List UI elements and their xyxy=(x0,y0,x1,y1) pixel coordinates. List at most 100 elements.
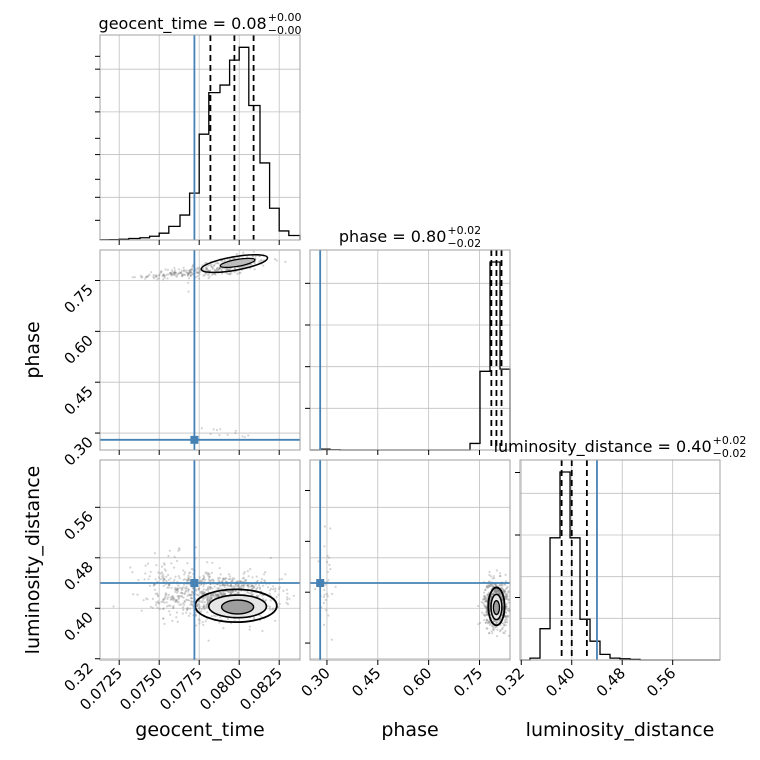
scatter-point xyxy=(172,605,175,608)
panel-frame xyxy=(519,459,721,661)
scatter-point xyxy=(490,593,494,596)
scatter-point xyxy=(495,625,498,629)
scatter-point xyxy=(204,267,207,270)
scatter-point xyxy=(256,579,259,583)
scatter-point xyxy=(255,594,258,597)
scatter-point xyxy=(261,584,265,587)
scatter-point xyxy=(222,593,225,596)
scatter-point xyxy=(197,588,200,591)
scatter-point xyxy=(189,607,192,610)
scatter-point xyxy=(144,572,147,575)
scatter-point xyxy=(203,274,206,277)
scatter-point xyxy=(202,592,205,595)
scatter-point xyxy=(206,602,209,605)
scatter-point xyxy=(202,585,205,588)
scatter-point xyxy=(334,585,337,589)
scatter-point xyxy=(195,269,198,272)
scatter-point xyxy=(183,592,186,595)
scatter-point xyxy=(230,585,233,588)
scatter-point xyxy=(184,589,187,592)
scatter-point xyxy=(164,592,167,595)
scatter-point xyxy=(251,587,254,591)
scatter-point xyxy=(178,603,181,606)
scatter-point xyxy=(228,585,231,588)
scatter-point xyxy=(230,579,233,583)
scatter-point xyxy=(164,593,167,596)
ylabel-phase: phase xyxy=(22,321,44,378)
scatter-point xyxy=(152,276,155,279)
scatter-point xyxy=(199,579,202,582)
scatter-point xyxy=(213,272,217,275)
scatter-point xyxy=(506,594,509,597)
scatter-point xyxy=(488,632,491,635)
scatter-point xyxy=(206,596,209,599)
scatter-point xyxy=(157,277,161,280)
scatter-point xyxy=(501,584,504,587)
scatter-point xyxy=(272,588,275,591)
scatter-point xyxy=(484,600,487,603)
scatter-point xyxy=(490,584,493,587)
title-upper-error: +0.02 xyxy=(713,434,747,447)
scatter-point xyxy=(485,606,488,609)
scatter-point xyxy=(250,584,254,587)
scatter-point xyxy=(210,595,213,599)
scatter-point xyxy=(224,577,227,580)
scatter-point xyxy=(196,271,199,274)
scatter-point xyxy=(217,577,220,580)
scatter-point xyxy=(187,578,190,582)
scatter-point xyxy=(202,605,205,608)
scatter-point xyxy=(163,274,166,277)
scatter-point xyxy=(183,601,186,604)
scatter-point xyxy=(249,568,252,571)
scatter-point xyxy=(216,262,219,265)
scatter-point xyxy=(505,587,508,590)
scatter-point xyxy=(185,609,189,612)
scatter-point xyxy=(183,571,187,574)
scatter-point xyxy=(492,628,495,631)
scatter-point xyxy=(230,591,233,594)
scatter-point xyxy=(496,590,499,593)
scatter-point xyxy=(207,601,210,604)
scatter-point xyxy=(176,559,179,563)
scatter-point xyxy=(242,251,245,254)
scatter-point xyxy=(506,614,510,618)
scatter-point xyxy=(501,626,504,629)
scatter-point xyxy=(190,267,193,270)
scatter-point xyxy=(163,601,166,604)
scatter-point xyxy=(188,272,191,275)
scatter-point xyxy=(490,616,493,619)
scatter-point xyxy=(210,265,213,268)
scatter-point xyxy=(260,259,263,262)
scatter-point xyxy=(268,605,271,608)
scatter-point xyxy=(197,603,200,606)
scatter-point xyxy=(208,575,211,579)
scatter-point xyxy=(158,274,161,277)
scatter-point xyxy=(180,274,184,277)
x-tick-label: 0.0825 xyxy=(236,664,286,714)
scatter-point xyxy=(481,611,484,614)
x-tick-label: 0.40 xyxy=(542,664,578,700)
scatter-point xyxy=(152,584,155,587)
scatter-point xyxy=(180,591,183,595)
scatter-point xyxy=(167,578,170,581)
scatter-point xyxy=(484,598,487,601)
scatter-point xyxy=(181,275,184,278)
scatter-point xyxy=(187,577,190,580)
scatter-point xyxy=(159,578,162,581)
scatter-point xyxy=(180,271,183,274)
scatter-point xyxy=(505,597,508,600)
scatter-point xyxy=(269,589,272,592)
scatter-point xyxy=(219,592,222,595)
scatter-point xyxy=(507,598,510,601)
scatter-point xyxy=(280,577,284,581)
scatter-point xyxy=(241,435,244,438)
scatter-point xyxy=(505,615,508,619)
scatter-point xyxy=(220,259,223,262)
scatter-point xyxy=(187,574,190,578)
scatter-point xyxy=(503,632,506,635)
scatter-point xyxy=(249,592,253,595)
scatter-point xyxy=(153,583,156,587)
scatter-point xyxy=(222,583,225,587)
scatter-point xyxy=(228,273,232,276)
scatter-point xyxy=(139,274,142,277)
